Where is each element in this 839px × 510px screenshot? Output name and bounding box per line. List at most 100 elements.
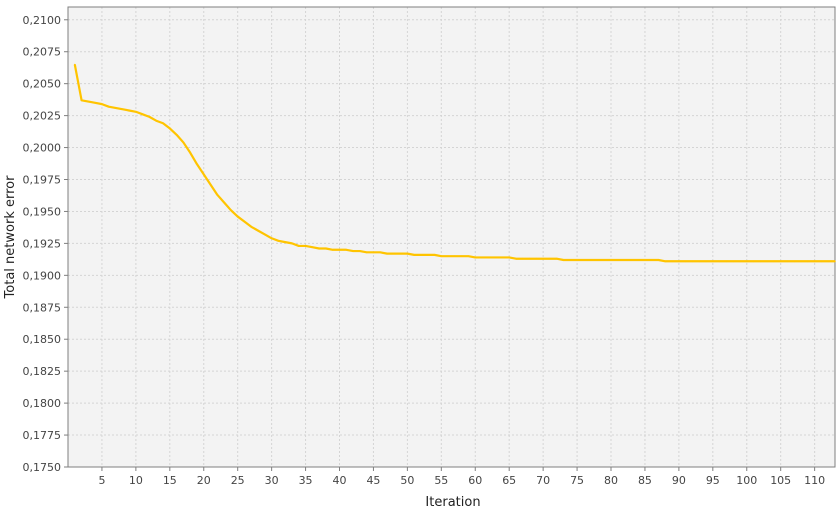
data-point (739, 260, 741, 263)
data-point (712, 260, 714, 263)
data-point (406, 252, 409, 255)
data-point (562, 259, 565, 261)
data-point (596, 259, 599, 261)
axes (67, 6, 836, 468)
data-point (393, 252, 395, 255)
x-axis-ticks: 5 10 15 20 25 30 35 40 45 50 55 60 65 70 75 80 85 90 95 100… (98, 467, 825, 487)
data-point (501, 256, 504, 259)
data-point (413, 254, 415, 256)
data-point (521, 257, 524, 260)
data-point (189, 151, 191, 154)
data-point (467, 255, 470, 257)
data-point (555, 257, 558, 260)
grid-lines (68, 7, 835, 468)
data-point (616, 259, 619, 261)
data-point (494, 256, 497, 259)
data-point (352, 250, 354, 252)
data-point (135, 110, 137, 113)
data-point (257, 229, 259, 232)
y-tick-label: 0,2025 (23, 110, 62, 123)
x-tick-label: 10 (129, 474, 143, 487)
data-point (773, 260, 775, 263)
data-point (223, 201, 225, 204)
data-point (325, 247, 327, 250)
data-point (270, 237, 273, 240)
data-point (264, 233, 266, 236)
data-point (196, 163, 198, 165)
data-point (243, 220, 246, 223)
y-tick-label: 0,2050 (23, 78, 62, 91)
x-tick-label: 50 (400, 474, 414, 487)
x-tick-label: 35 (299, 474, 313, 487)
x-axis-title: Iteration (425, 495, 480, 510)
data-point (691, 260, 694, 263)
data-point (297, 245, 300, 247)
x-tick-label: 60 (468, 474, 482, 487)
data-point (426, 254, 429, 256)
data-point (94, 102, 96, 104)
data-point (311, 246, 314, 249)
x-tick-label: 30 (265, 474, 279, 487)
data-point (488, 256, 490, 259)
data-point (284, 241, 287, 243)
data-point (236, 215, 239, 218)
data-point (175, 133, 178, 136)
data-point (623, 259, 626, 261)
data-point (454, 255, 456, 257)
data-point (148, 116, 151, 118)
data-point (684, 260, 687, 263)
data-point (732, 260, 734, 263)
data-point (813, 260, 816, 263)
x-tick-label: 55 (434, 474, 448, 487)
data-point (447, 255, 449, 257)
x-tick-label: 85 (638, 474, 652, 487)
data-point (114, 107, 117, 109)
data-point (250, 225, 253, 228)
y-tick-label: 0,1925 (23, 237, 62, 250)
data-point (169, 127, 171, 130)
data-point (820, 260, 823, 263)
data-point (291, 242, 293, 245)
data-point (827, 260, 830, 263)
x-tick-label: 40 (333, 474, 347, 487)
y-tick-label: 0,1775 (23, 429, 62, 442)
data-point (589, 259, 592, 261)
data-point (277, 240, 280, 242)
data-point (650, 259, 653, 261)
data-point (745, 260, 748, 263)
data-point (182, 141, 185, 144)
data-point (549, 257, 551, 260)
data-point (386, 252, 388, 255)
x-tick-label: 110 (804, 474, 825, 487)
y-axis-title: Total network error (3, 175, 18, 300)
data-point (331, 248, 334, 251)
x-tick-label: 105 (770, 474, 791, 487)
data-point (657, 259, 660, 261)
data-point (230, 209, 232, 211)
data-point (345, 248, 348, 251)
y-axis-ticks: 0,1750 0,1775 0,1800 0,1825 0,1850 0,1875 0,19… (23, 14, 68, 474)
data-point (87, 100, 90, 103)
data-point (698, 260, 701, 263)
y-tick-label: 0,2000 (23, 142, 62, 155)
data-point (162, 122, 164, 125)
data-point (630, 259, 633, 261)
data-point (759, 260, 762, 263)
x-tick-label: 100 (736, 474, 757, 487)
data-point (576, 259, 578, 261)
data-point (779, 260, 782, 263)
x-tick-label: 90 (672, 474, 686, 487)
data-point (359, 250, 361, 252)
y-tick-label: 0,2075 (23, 46, 62, 59)
x-tick-label: 80 (604, 474, 618, 487)
data-point (141, 113, 144, 116)
x-tick-label: 5 (98, 474, 105, 487)
data-point (420, 254, 422, 256)
data-point (569, 259, 572, 261)
x-tick-label: 20 (197, 474, 211, 487)
data-point (671, 260, 673, 263)
data-point (725, 260, 728, 263)
y-tick-label: 0,2100 (23, 14, 62, 27)
y-tick-label: 0,1900 (23, 269, 62, 282)
